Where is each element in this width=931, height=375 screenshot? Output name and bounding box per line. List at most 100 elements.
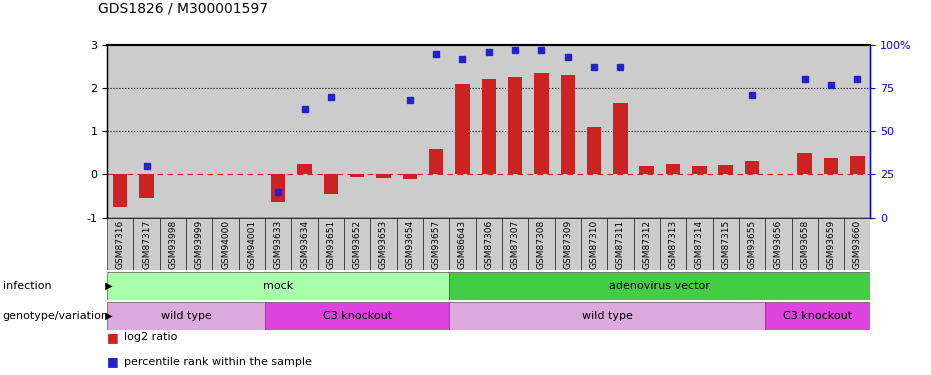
Text: GSM87313: GSM87313 bbox=[668, 220, 678, 269]
Bar bbox=[476, 217, 502, 270]
Bar bbox=[634, 45, 660, 218]
Bar bbox=[371, 45, 397, 218]
Bar bbox=[581, 217, 607, 270]
Bar bbox=[739, 217, 765, 270]
Bar bbox=[265, 302, 450, 330]
Bar bbox=[765, 217, 791, 270]
Bar bbox=[607, 45, 634, 218]
Bar bbox=[450, 272, 870, 300]
Bar bbox=[614, 103, 627, 174]
Text: GSM93633: GSM93633 bbox=[274, 220, 283, 269]
Text: GSM93653: GSM93653 bbox=[379, 220, 388, 269]
Text: GSM87308: GSM87308 bbox=[537, 220, 546, 269]
Bar bbox=[291, 45, 317, 218]
Bar bbox=[712, 45, 739, 218]
Bar bbox=[160, 217, 186, 270]
Bar bbox=[133, 217, 160, 270]
Text: GSM87314: GSM87314 bbox=[695, 220, 704, 269]
Bar bbox=[450, 45, 476, 218]
Bar bbox=[666, 164, 681, 174]
Text: adenovirus vector: adenovirus vector bbox=[610, 281, 710, 291]
Bar bbox=[376, 174, 391, 178]
Text: GSM93999: GSM93999 bbox=[195, 220, 204, 269]
Text: GSM87311: GSM87311 bbox=[616, 220, 625, 269]
Bar bbox=[528, 217, 555, 270]
Bar bbox=[107, 302, 265, 330]
Bar bbox=[844, 217, 870, 270]
Text: genotype/variation: genotype/variation bbox=[3, 311, 109, 321]
Text: GSM93660: GSM93660 bbox=[853, 220, 862, 269]
Bar bbox=[765, 302, 870, 330]
Text: GSM93998: GSM93998 bbox=[169, 220, 178, 269]
Bar bbox=[798, 153, 812, 174]
Bar bbox=[397, 217, 423, 270]
Bar bbox=[238, 217, 265, 270]
Bar bbox=[817, 217, 844, 270]
Bar bbox=[455, 84, 469, 174]
Bar bbox=[692, 166, 707, 174]
Bar bbox=[265, 217, 291, 270]
Bar bbox=[265, 45, 291, 218]
Bar bbox=[502, 217, 528, 270]
Text: GDS1826 / M300001597: GDS1826 / M300001597 bbox=[98, 1, 268, 15]
Text: mock: mock bbox=[263, 281, 293, 291]
Text: GSM87312: GSM87312 bbox=[642, 220, 651, 269]
Bar bbox=[844, 45, 870, 218]
Text: ■: ■ bbox=[107, 331, 119, 344]
Text: GSM93634: GSM93634 bbox=[300, 220, 309, 269]
Text: GSM94000: GSM94000 bbox=[221, 220, 230, 269]
Text: GSM87307: GSM87307 bbox=[510, 220, 519, 269]
Bar bbox=[271, 174, 286, 202]
Text: GSM93651: GSM93651 bbox=[327, 220, 335, 269]
Text: ■: ■ bbox=[107, 356, 119, 368]
Text: ▶: ▶ bbox=[102, 281, 113, 291]
Bar bbox=[107, 272, 450, 300]
Bar bbox=[450, 302, 765, 330]
Text: GSM87306: GSM87306 bbox=[484, 220, 493, 269]
Bar bbox=[324, 174, 338, 194]
Bar bbox=[634, 217, 660, 270]
Text: GSM87315: GSM87315 bbox=[722, 220, 730, 269]
Bar bbox=[481, 80, 496, 174]
Bar bbox=[850, 156, 865, 174]
Bar bbox=[719, 165, 733, 174]
Bar bbox=[317, 217, 344, 270]
Bar bbox=[765, 45, 791, 218]
Bar bbox=[581, 45, 607, 218]
Bar bbox=[607, 217, 634, 270]
Text: GSM93656: GSM93656 bbox=[774, 220, 783, 269]
Bar bbox=[660, 45, 686, 218]
Bar bbox=[297, 164, 312, 174]
Text: GSM93652: GSM93652 bbox=[353, 220, 361, 269]
Bar bbox=[640, 166, 654, 174]
Bar bbox=[317, 45, 344, 218]
Bar bbox=[791, 45, 817, 218]
Bar bbox=[107, 45, 133, 218]
Bar bbox=[502, 45, 528, 218]
Bar bbox=[113, 174, 128, 207]
Bar bbox=[528, 45, 555, 218]
Text: C3 knockout: C3 knockout bbox=[783, 311, 853, 321]
Bar bbox=[745, 160, 760, 174]
Bar bbox=[429, 148, 443, 174]
Bar bbox=[824, 158, 838, 174]
Text: GSM86643: GSM86643 bbox=[458, 220, 467, 269]
Bar bbox=[555, 45, 581, 218]
Text: GSM93659: GSM93659 bbox=[827, 220, 835, 269]
Bar bbox=[560, 75, 575, 174]
Bar bbox=[686, 45, 712, 218]
Bar bbox=[791, 217, 817, 270]
Text: GSM87316: GSM87316 bbox=[115, 220, 125, 269]
Bar bbox=[140, 174, 154, 198]
Bar bbox=[344, 217, 371, 270]
Bar bbox=[587, 127, 601, 174]
Bar bbox=[739, 45, 765, 218]
Text: GSM87309: GSM87309 bbox=[563, 220, 573, 269]
Text: GSM93654: GSM93654 bbox=[405, 220, 414, 269]
Bar bbox=[107, 217, 133, 270]
Bar bbox=[238, 45, 265, 218]
Text: GSM87317: GSM87317 bbox=[142, 220, 151, 269]
Bar bbox=[291, 217, 317, 270]
Bar bbox=[817, 45, 844, 218]
Bar bbox=[555, 217, 581, 270]
